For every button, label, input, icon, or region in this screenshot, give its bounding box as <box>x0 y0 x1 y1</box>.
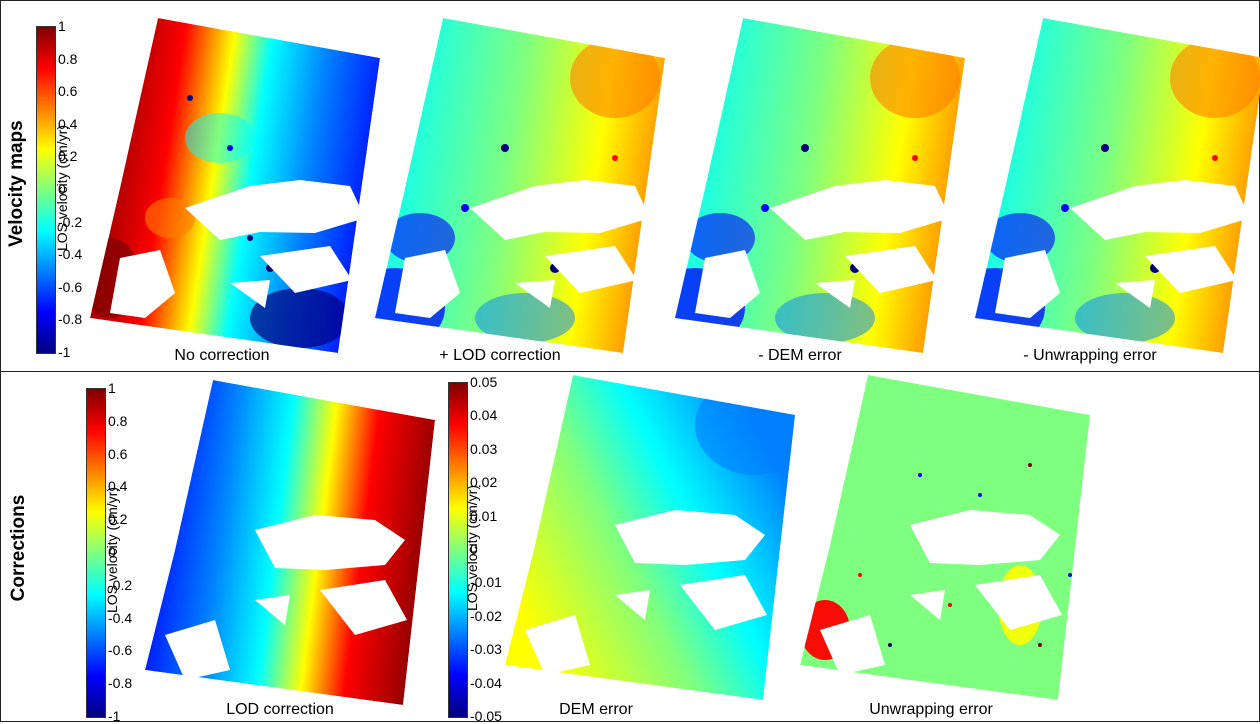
colorbar-tick-label: 0.05 <box>470 374 498 390</box>
colorbar-tick-label: 0.6 <box>108 445 128 462</box>
colorbar-tick-label: 0.4 <box>108 478 128 495</box>
colorbar-tick-label: 0.2 <box>108 511 128 528</box>
colorbar-tick-label: -0.4 <box>108 609 133 626</box>
colorbar-tick-label: -0.4 <box>58 246 83 263</box>
unwrap-removed-map <box>975 18 1260 353</box>
dem-error-map <box>505 375 795 700</box>
colorbar-tick-label: 0 <box>58 181 66 197</box>
dem-colorbar <box>448 382 468 718</box>
colorbar-tick-label: -0.8 <box>108 675 133 692</box>
colorbar-tick-label: -0.01 <box>470 574 502 591</box>
colorbar-tick-label: 0.04 <box>470 407 498 424</box>
colorbar-tick-label: -0.02 <box>470 607 502 624</box>
colorbar-tick-label: 1 <box>58 18 66 34</box>
caption-lod-added: + LOD correction <box>439 347 561 364</box>
colorbar-tick-label: -0.04 <box>470 674 502 691</box>
colorbar-tick-label: 0.2 <box>58 148 78 165</box>
caption-dem-error: DEM error <box>559 701 633 718</box>
colorbar-tick-label: -0.6 <box>108 642 133 659</box>
colorbar-tick-label: -1 <box>58 344 71 360</box>
lod-colorbar <box>86 388 106 718</box>
caption-unwrapping-error: Unwrapping error <box>869 701 993 718</box>
colorbar-tick-label: -0.05 <box>470 708 502 724</box>
colorbar-tick-label: -0.2 <box>58 213 83 230</box>
colorbar-tick-label: 0 <box>108 544 116 560</box>
colorbar-tick-label: 0.6 <box>58 83 78 100</box>
colorbar-tick-label: 0.4 <box>58 115 78 132</box>
caption-unwrap-removed: - Unwrapping error <box>1023 347 1157 364</box>
colorbar-tick-label: 0.01 <box>470 507 498 524</box>
row-divider <box>0 371 1260 372</box>
colorbar-tick-label: 0.8 <box>108 412 128 429</box>
colorbar-tick-label: -0.03 <box>470 641 502 658</box>
colorbar-tick-label: 1 <box>108 380 116 396</box>
colorbar-tick-label: -0.2 <box>108 576 133 593</box>
colorbar-tick-label: -0.8 <box>58 311 83 328</box>
colorbar-tick-label: 0.8 <box>58 50 78 67</box>
velocity-colorbar <box>36 26 56 354</box>
caption-no-correction: No correction <box>174 347 270 364</box>
colorbar-tick-label: 0 <box>470 541 478 557</box>
colorbar-tick-label: 0.03 <box>470 440 498 457</box>
no-correction-map <box>90 18 380 353</box>
unwrapping-error-map <box>800 375 1090 700</box>
caption-dem-removed: - DEM error <box>758 347 842 364</box>
colorbar-tick-label: 0.02 <box>470 474 498 491</box>
colorbar-tick-label: -0.6 <box>58 278 83 295</box>
lod-correction-map <box>145 380 435 705</box>
velocity-maps-row-title: Velocity maps <box>6 120 27 247</box>
corrections-row-title: Corrections <box>8 494 29 602</box>
lod-added-map <box>375 18 665 353</box>
colorbar-tick-label: -1 <box>108 708 121 724</box>
dem-removed-map <box>675 18 965 353</box>
caption-lod-correction: LOD correction <box>226 701 334 718</box>
